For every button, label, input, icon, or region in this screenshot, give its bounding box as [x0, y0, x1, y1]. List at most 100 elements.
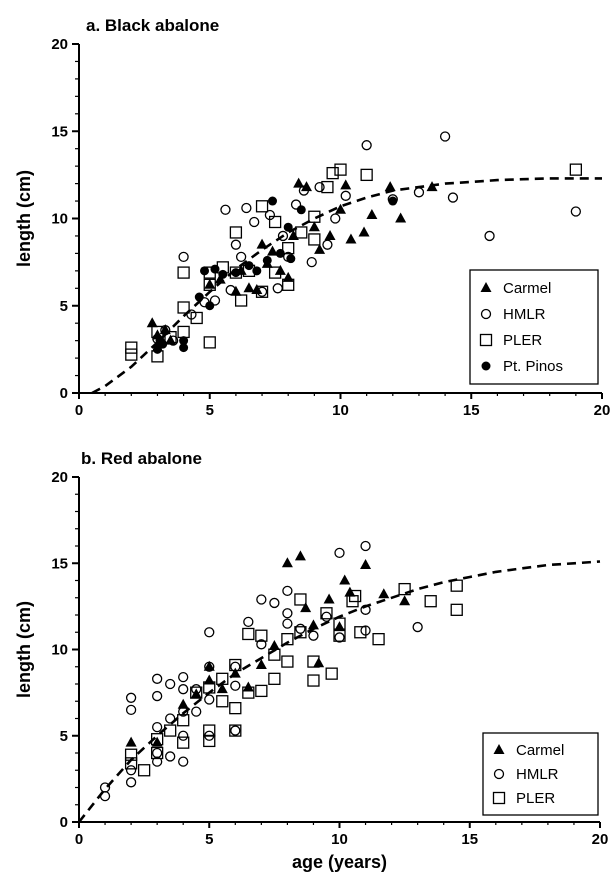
legend-box — [482, 732, 599, 816]
x-tick-label: 0 — [75, 831, 83, 848]
data-point — [229, 226, 243, 239]
data-point — [281, 655, 294, 668]
data-point — [255, 200, 269, 213]
data-point — [294, 550, 306, 561]
data-point — [230, 661, 241, 672]
data-point — [191, 706, 202, 717]
legend-label: Carmel — [503, 280, 551, 297]
data-point — [447, 192, 459, 203]
data-point — [256, 238, 268, 249]
data-point — [321, 611, 332, 622]
data-point — [439, 131, 451, 142]
data-point — [158, 339, 168, 349]
data-point — [125, 777, 137, 788]
data-point — [295, 226, 308, 239]
data-point — [178, 684, 189, 695]
data-point — [165, 751, 176, 762]
legend: Carmel HMLR PLER — [482, 732, 599, 816]
data-point — [398, 582, 411, 596]
data-point — [450, 603, 463, 616]
data-point — [340, 179, 352, 190]
data-point — [190, 686, 203, 699]
data-point — [179, 336, 189, 346]
fit-curve-line — [91, 177, 602, 395]
y-tick-label: 10 — [51, 642, 68, 659]
data-point — [252, 266, 262, 276]
data-point — [243, 616, 254, 628]
data-point — [395, 212, 407, 223]
data-point — [234, 294, 248, 307]
data-point — [275, 248, 285, 258]
data-point — [230, 239, 242, 250]
data-point — [424, 595, 437, 608]
y-tick-label: 15 — [51, 123, 68, 140]
data-point — [268, 672, 281, 685]
data-point — [242, 681, 254, 692]
x-tick-label: 5 — [205, 831, 213, 848]
data-point — [204, 278, 216, 289]
data-point — [282, 585, 293, 596]
chart-title: a. Black abalone — [86, 16, 219, 35]
data-point — [177, 698, 189, 709]
data-point — [124, 757, 138, 770]
data-point — [325, 667, 338, 680]
data-point — [330, 213, 341, 224]
legend-marker — [481, 361, 491, 371]
data-point — [167, 335, 179, 346]
data-point — [146, 317, 158, 328]
data-point — [150, 746, 164, 760]
data-point — [137, 764, 151, 777]
data-point — [194, 292, 204, 302]
y-tick-label: 20 — [51, 36, 68, 53]
data-point — [151, 721, 163, 733]
data-point — [366, 209, 378, 220]
data-point — [125, 348, 138, 361]
data-point — [298, 185, 310, 196]
data-point — [307, 655, 320, 668]
data-point — [200, 266, 210, 276]
y-tick-label: 0 — [60, 814, 68, 831]
y-tick-label: 10 — [51, 211, 68, 228]
chart-title: b. Red abalone — [81, 449, 202, 468]
legend-label: Carmel — [516, 742, 564, 759]
y-axis-label: length (cm) — [14, 170, 34, 267]
series-pt-pinos — [152, 196, 398, 354]
y-tick-label: 5 — [60, 298, 68, 315]
data-point — [354, 626, 367, 639]
data-point — [277, 230, 289, 242]
data-point — [235, 251, 247, 263]
y-tick-label: 15 — [51, 555, 68, 572]
data-point — [267, 245, 279, 256]
data-point — [256, 594, 267, 605]
legend-marker — [493, 744, 505, 754]
data-point — [282, 608, 293, 619]
data-point — [300, 602, 312, 613]
legend-label: PLER — [503, 332, 542, 349]
data-point — [203, 734, 216, 748]
y-tick-label: 20 — [51, 469, 68, 486]
data-point — [282, 278, 295, 291]
legend: Carmel HMLR PLER Pt. Pinos — [469, 269, 599, 385]
data-point — [268, 640, 280, 651]
x-tick-label: 20 — [594, 402, 611, 419]
chart-panel-a: a. Black abalone 0 5 10 15 20 0 5 10 15 20 length (… — [14, 16, 610, 419]
data-point — [178, 756, 189, 767]
data-point — [256, 639, 267, 650]
data-point — [125, 341, 138, 354]
series-carmel — [125, 550, 411, 747]
data-point — [241, 202, 252, 214]
data-point — [244, 261, 254, 271]
x-tick-label: 15 — [461, 831, 478, 848]
data-point — [191, 684, 202, 695]
x-tick-label: 20 — [592, 831, 609, 848]
data-point — [294, 593, 307, 606]
x-tick-label: 10 — [332, 402, 349, 419]
data-point — [360, 168, 373, 182]
legend-marker — [479, 333, 493, 347]
data-point — [320, 607, 333, 620]
data-point — [308, 221, 320, 232]
data-point — [203, 336, 216, 349]
data-point — [220, 204, 231, 215]
data-point — [203, 674, 215, 685]
data-point — [178, 671, 189, 683]
